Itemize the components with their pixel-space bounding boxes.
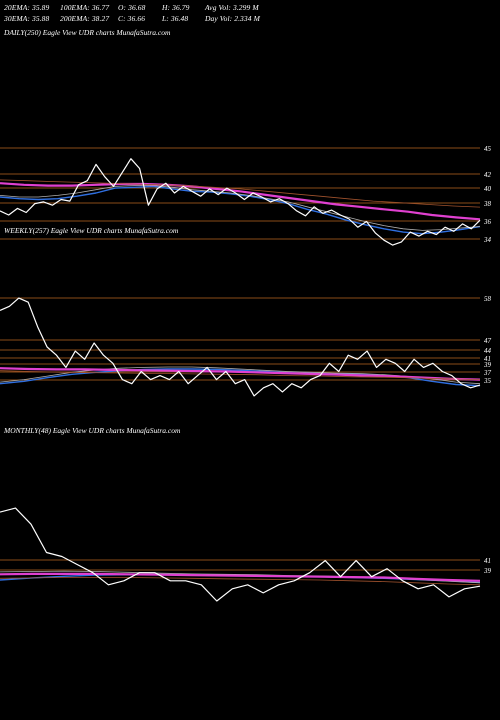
weekly-y-tick-label: 39 — [483, 361, 492, 369]
daily-y-tick-label: 45 — [484, 145, 492, 153]
daily-magenta-ema-line — [0, 182, 481, 221]
weekly-price-line — [0, 297, 481, 397]
daily-price-line — [0, 158, 481, 246]
stat-100ema: 100EMA: 36.77 — [60, 3, 110, 12]
weekly-brown-ema-line — [0, 370, 481, 380]
stat-20ema: 20EMA: 35.89 — [4, 3, 50, 12]
weekly-y-tick-label: 35 — [483, 377, 492, 385]
weekly-y-tick-label: 58 — [484, 295, 492, 303]
weekly-y-tick-label: 44 — [484, 347, 492, 355]
monthly-panel-title: MONTHLY(48) Eagle View UDR charts Munafa… — [4, 426, 181, 435]
stat-open: O: 36.68 — [118, 3, 146, 12]
daily-y-tick-label: 40 — [484, 185, 492, 193]
weekly-magenta-ema-line — [0, 367, 481, 381]
stat-low: L: 36.48 — [162, 14, 189, 23]
daily-panel-title: DAILY(250) Eagle View UDR charts MunafaS… — [4, 28, 171, 37]
stat-high: H: 36.79 — [162, 3, 190, 12]
weekly-y-tick-label: 47 — [484, 337, 492, 345]
stat-avg-vol: Avg Vol: 3.299 M — [205, 3, 259, 12]
daily-blue-ema-line — [0, 185, 481, 235]
monthly-price-line — [0, 507, 481, 602]
weekly-panel-title: WEEKLY(257) Eagle View UDR charts Munafa… — [4, 226, 179, 235]
daily-gray-ema-line — [0, 185, 481, 231]
weekly-y-tick-label: 41 — [484, 355, 491, 363]
daily-y-tick-label: 36 — [483, 218, 492, 226]
daily-y-tick-label: 34 — [483, 236, 492, 244]
stat-30ema: 30EMA: 35.88 — [4, 14, 50, 23]
daily-panel: 45 42 40 38 36 34 — [0, 145, 492, 246]
stat-close: C: 36.66 — [118, 14, 146, 23]
daily-y-tick-label: 38 — [483, 200, 492, 208]
daily-brown-ema-line — [0, 179, 481, 208]
weekly-y-tick-label: 37 — [483, 369, 492, 377]
monthly-brown-ema-line — [0, 577, 481, 586]
stat-day-vol: Day Vol: 2.334 M — [205, 14, 260, 23]
monthly-y-tick-label: 41 — [484, 557, 491, 565]
daily-y-tick-label: 42 — [484, 171, 492, 179]
monthly-y-tick-label: 39 — [483, 567, 492, 575]
stat-200ema: 200EMA: 38.27 — [60, 14, 110, 23]
